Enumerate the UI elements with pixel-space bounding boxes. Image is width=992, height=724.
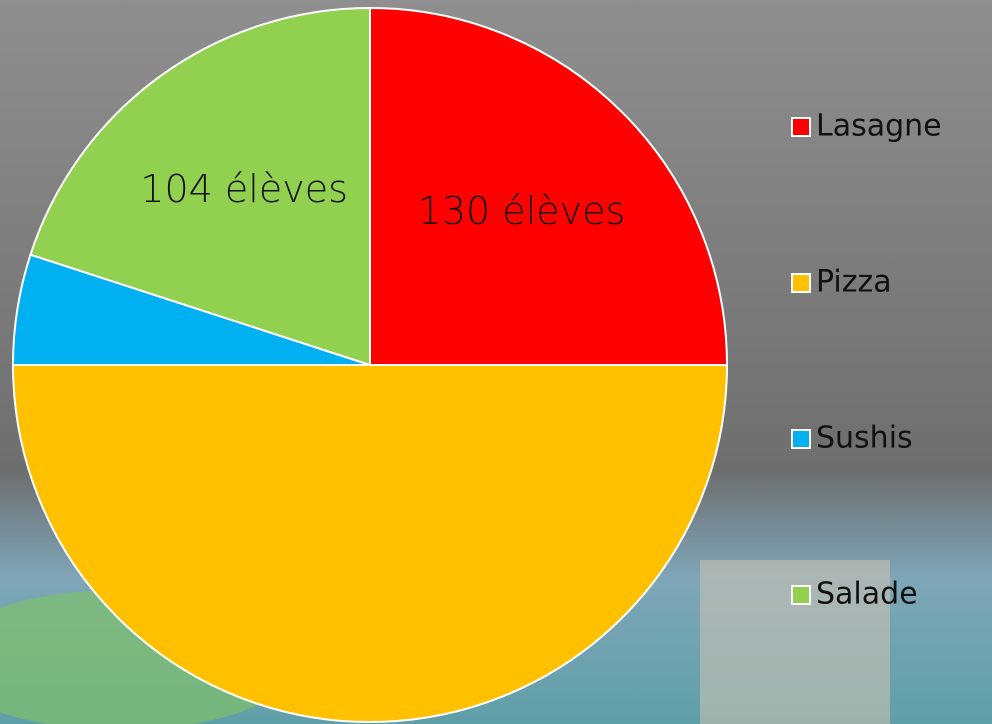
chart: 130 élèves 104 élèves Lasagne Pizza Sushis S… xyxy=(0,0,992,724)
legend-label: Salade xyxy=(816,577,918,612)
legend-label: Lasagne xyxy=(816,109,942,144)
data-label: 130 élèves xyxy=(418,189,626,233)
legend-swatch xyxy=(792,118,810,136)
legend-swatch xyxy=(792,586,810,604)
legend-swatch xyxy=(792,274,810,292)
legend-swatch xyxy=(792,430,810,448)
legend-label: Pizza xyxy=(816,265,892,300)
data-label: 104 élèves xyxy=(140,167,348,211)
pie: 130 élèves 104 élèves xyxy=(13,8,727,722)
legend-label: Sushis xyxy=(816,421,913,456)
